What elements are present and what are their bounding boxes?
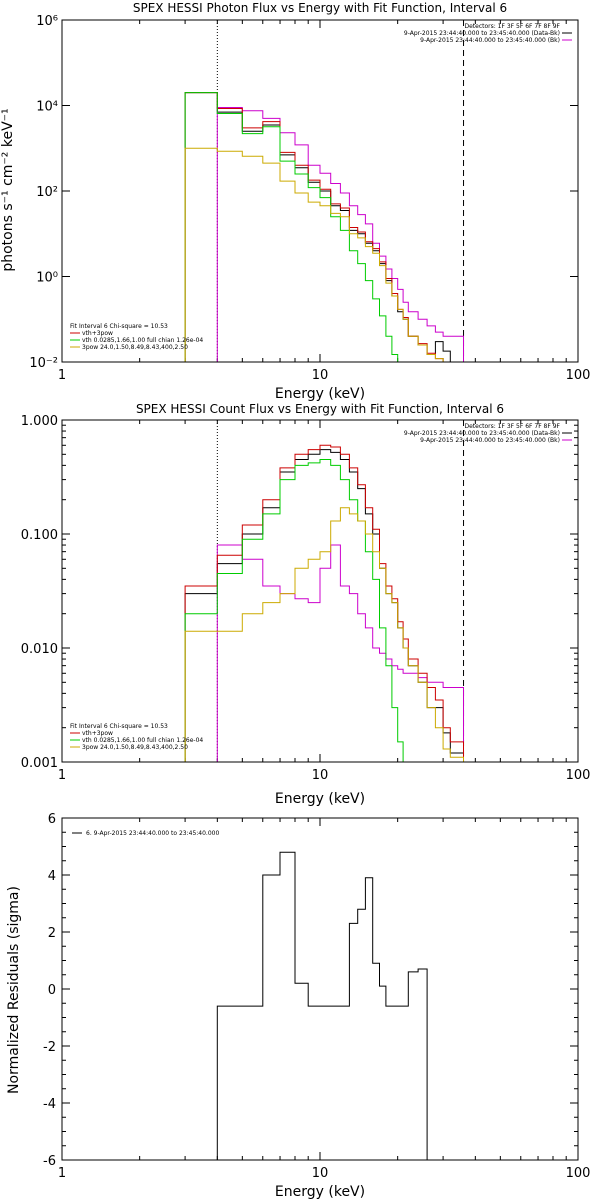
count-flux-xtick-label: 100 xyxy=(566,768,591,783)
residuals-x-ticks xyxy=(61,818,567,1160)
photon-flux-series-vth-3pow xyxy=(184,92,464,362)
residuals-ytick-label: 4 xyxy=(48,869,56,884)
count-flux-ytick-label: 0.010 xyxy=(21,642,58,657)
photon-flux-ylabel: photons s⁻¹ cm⁻² keV⁻¹ xyxy=(0,108,16,271)
photon-flux-xtick-label: 1 xyxy=(58,368,66,383)
photon-flux-xtick-label: 10 xyxy=(312,368,329,383)
count-flux-x-ticks xyxy=(61,420,567,762)
count-flux-series-3pow xyxy=(184,507,464,762)
photon-flux-ytick-label: 10⁰ xyxy=(36,271,58,286)
count-flux-series-bk xyxy=(216,544,464,762)
residuals-ytick-label: 6 xyxy=(48,812,56,827)
residuals-ytick-label: -2 xyxy=(43,1040,56,1055)
count-flux-legend-entry: 9-Apr-2015 23:44:40.000 to 23:45:40.000 … xyxy=(404,430,560,437)
count-flux-fit-legend-entry: vth 0.0285,1.66,1.00 full chian 1.26e-04 xyxy=(82,737,203,744)
photon-flux-legend-entry: 9-Apr-2015 23:44:40.000 to 23:45:40.000 … xyxy=(420,37,560,44)
residuals-legend-entry: 6. 9-Apr-2015 23:44:40.000 to 23:45:40.0… xyxy=(86,830,219,837)
photon-flux-series-3pow xyxy=(184,147,464,362)
count-flux-xlabel: Energy (keV) xyxy=(275,791,365,807)
residuals-xlabel: Energy (keV) xyxy=(275,1184,365,1200)
residuals-y-ticks xyxy=(62,817,578,1161)
photon-flux-fit-legend-entry: 3pow 24.0,1.50,8.49,8.43,400,2.50 xyxy=(82,344,188,351)
count-flux-fit-legend-entry: 3pow 24.0,1.50,8.49,8.43,400,2.50 xyxy=(82,744,188,751)
residuals-xtick-label: 100 xyxy=(566,1166,591,1181)
count-flux-ytick-label: 1.000 xyxy=(21,414,58,429)
photon-flux-ytick-label: 10² xyxy=(36,185,58,200)
photon-flux-series-data-bk xyxy=(184,92,464,362)
photon-flux-title: SPEX HESSI Photon Flux vs Energy with Fi… xyxy=(133,1,507,15)
count-flux-xtick-label: 10 xyxy=(312,768,329,783)
count-flux-series-vth-3pow xyxy=(184,444,464,762)
photon-flux-legend-entry: Detectors: 1F 3F 5F 6F 7F 8F 9F xyxy=(464,23,560,30)
photon-flux-x-ticks xyxy=(61,20,567,362)
count-flux-panel: SPEX HESSI Count Flux vs Energy with Fit… xyxy=(21,402,591,807)
photon-flux-xlabel: Energy (keV) xyxy=(275,386,365,402)
residuals-ytick-label: -6 xyxy=(43,1154,56,1169)
residuals-ytick-label: 2 xyxy=(48,926,56,941)
count-flux-fit-legend-entry: vth+3pow xyxy=(82,730,113,737)
count-flux-ytick-label: 0.001 xyxy=(21,756,58,771)
residuals-series-residuals xyxy=(216,851,428,1160)
photon-flux-fit-legend-entry: Fit Interval 6 Chi-square = 10.53 xyxy=(70,323,168,330)
residuals-ytick-label: -4 xyxy=(43,1097,56,1112)
photon-flux-ytick-label: 10⁶ xyxy=(36,14,58,29)
residuals-panel: Energy (keV) Normalized Residuals (sigma… xyxy=(6,812,590,1200)
count-flux-title: SPEX HESSI Count Flux vs Energy with Fit… xyxy=(136,402,504,416)
residuals-xtick-label: 1 xyxy=(58,1166,66,1181)
photon-flux-ytick-label: 10⁻² xyxy=(29,356,58,371)
residuals-ytick-label: 0 xyxy=(48,983,56,998)
count-flux-plot-frame xyxy=(61,419,579,763)
count-flux-series-vth xyxy=(184,459,464,762)
photon-flux-series-bk xyxy=(216,107,464,362)
residuals-ylabel: Normalized Residuals (sigma) xyxy=(6,886,22,1094)
photon-flux-plot-frame xyxy=(61,19,579,363)
count-flux-legend-entry: Detectors: 1F 3F 5F 6F 7F 8F 9F xyxy=(464,423,560,430)
count-flux-y-ticks xyxy=(62,419,578,763)
count-flux-legend-entry: 9-Apr-2015 23:44:40.000 to 23:45:40.000 … xyxy=(420,437,560,444)
residuals-plot-frame xyxy=(61,817,579,1161)
photon-flux-ytick-label: 10⁴ xyxy=(36,100,58,115)
count-flux-xtick-label: 1 xyxy=(58,768,66,783)
residuals-xtick-label: 10 xyxy=(312,1166,329,1181)
count-flux-fit-legend-entry: Fit Interval 6 Chi-square = 10.53 xyxy=(70,723,168,730)
count-flux-series-data-bk xyxy=(184,449,464,762)
photon-flux-series-vth xyxy=(184,92,464,362)
photon-flux-xtick-label: 100 xyxy=(566,368,591,383)
photon-flux-legend-entry: 9-Apr-2015 23:44:40.000 to 23:45:40.000 … xyxy=(404,30,560,37)
photon-flux-fit-legend-entry: vth+3pow xyxy=(82,330,113,337)
photon-flux-fit-legend-entry: vth 0.0285,1.66,1.00 full chian 1.26e-04 xyxy=(82,337,203,344)
photon-flux-panel: SPEX HESSI Photon Flux vs Energy with Fi… xyxy=(0,1,591,402)
count-flux-ytick-label: 0.100 xyxy=(21,528,58,543)
